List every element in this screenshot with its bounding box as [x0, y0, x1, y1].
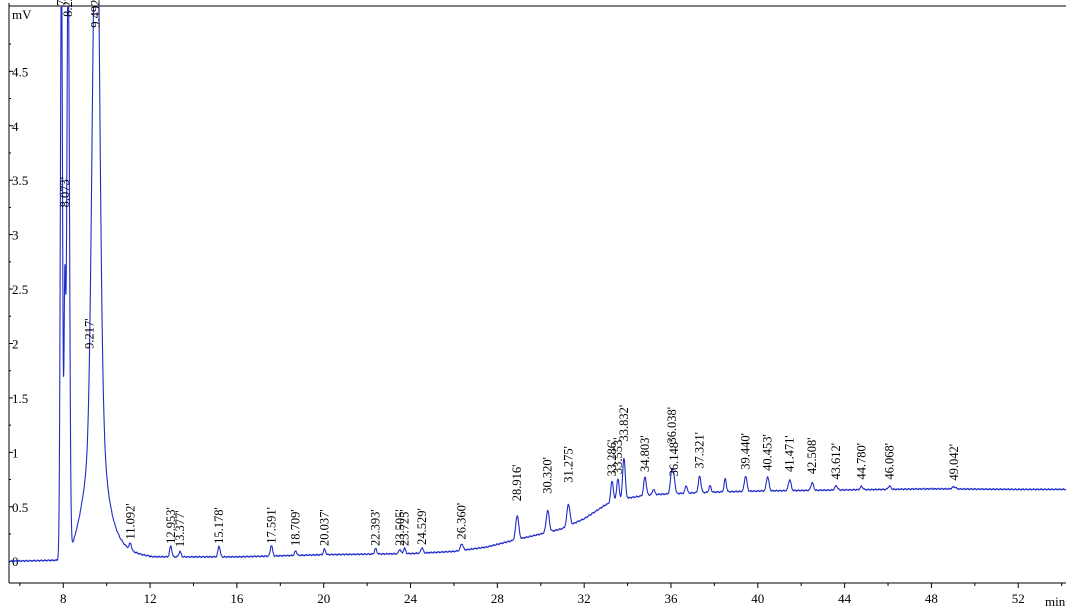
- peak-label: 24.529': [415, 508, 429, 545]
- peak-label: 7.917': [55, 0, 69, 6]
- peak-label: 37.321': [693, 432, 707, 469]
- peak-label: 8.225': [61, 0, 75, 17]
- peak-label: 20.037': [317, 509, 331, 546]
- peak-label: 22.393': [369, 509, 383, 546]
- peak-label: 43.612': [829, 443, 843, 480]
- peak-label: 15.178': [212, 507, 226, 544]
- y-tick-label: 4.5: [12, 64, 28, 79]
- peak-label: 23.505': [393, 509, 407, 546]
- peak-labels: 7.917' 8.073' 8.225' 9.217' 9.492' 11.092' 12.…: [55, 0, 961, 547]
- x-tick-label: 36: [664, 591, 678, 606]
- x-tick-label: 24: [404, 591, 418, 606]
- x-axis: 8 12 16 20 24 28 32 36 40 44 48 52: [9, 5, 1066, 606]
- peak-label: 33.286': [605, 440, 619, 477]
- peak-label: 40.453': [761, 434, 775, 471]
- peak-label: 18.709': [289, 509, 303, 546]
- y-tick-label: 1: [12, 445, 19, 460]
- peak-label: 12.953': [164, 507, 178, 544]
- y-tick-label: 3.5: [12, 173, 28, 188]
- peak-label: 31.275': [561, 446, 575, 483]
- series-line: [9, 6, 1066, 563]
- peak-label: 41.471': [783, 435, 797, 472]
- x-tick-label: 8: [60, 591, 67, 606]
- y-axis: 0 0.5 1 1.5 2 2.5 3 3.5 4 4.5: [8, 3, 28, 583]
- peak-label: 46.068': [882, 443, 896, 480]
- y-tick-label: 0: [12, 554, 19, 569]
- trace-layer: [9, 6, 1066, 563]
- peak-label: 34.803': [638, 435, 652, 472]
- x-tick-label: 40: [751, 591, 764, 606]
- peak-label: 36.038': [665, 407, 679, 444]
- peak-label: 11.092': [123, 503, 137, 539]
- y-axis-unit-label: mV: [12, 7, 32, 22]
- y-tick-label: 4: [12, 119, 19, 134]
- peak-label: 39.440': [739, 433, 753, 470]
- peak-label: 30.320': [541, 457, 555, 494]
- x-axis-unit-label: min: [1045, 594, 1066, 607]
- x-tick-label: 12: [144, 591, 157, 606]
- x-tick-label: 48: [925, 591, 938, 606]
- peak-label: 8.073': [58, 177, 72, 207]
- x-tick-label: 44: [838, 591, 852, 606]
- x-tick-label: 16: [230, 591, 244, 606]
- peak-label: 33.832': [617, 405, 631, 442]
- peak-label: 9.217': [83, 319, 97, 349]
- x-tick-label: 32: [578, 591, 591, 606]
- peak-label: 13.377': [173, 510, 187, 547]
- x-tick-label: 20: [317, 591, 330, 606]
- y-tick-label: 2.5: [12, 282, 28, 297]
- y-tick-label: 0.5: [12, 500, 28, 515]
- peak-label: 44.780': [854, 443, 868, 480]
- y-tick-label: 2: [12, 336, 19, 351]
- peak-label: 36.148': [667, 440, 681, 477]
- peak-label: 26.360': [455, 503, 469, 540]
- peak-label: 17.591': [264, 507, 278, 544]
- x-tick-label: 52: [1012, 591, 1025, 606]
- y-tick-label: 1.5: [12, 391, 28, 406]
- peak-label: 42.508': [805, 437, 819, 474]
- peak-label: 49.042': [947, 444, 961, 481]
- peak-label: 23.725': [398, 509, 412, 546]
- peak-label: 28.916': [510, 465, 524, 502]
- x-tick-label: 28: [491, 591, 504, 606]
- y-tick-label: 3: [12, 228, 19, 243]
- peak-label: 9.492': [89, 0, 103, 28]
- peak-label: 33.553': [611, 437, 625, 474]
